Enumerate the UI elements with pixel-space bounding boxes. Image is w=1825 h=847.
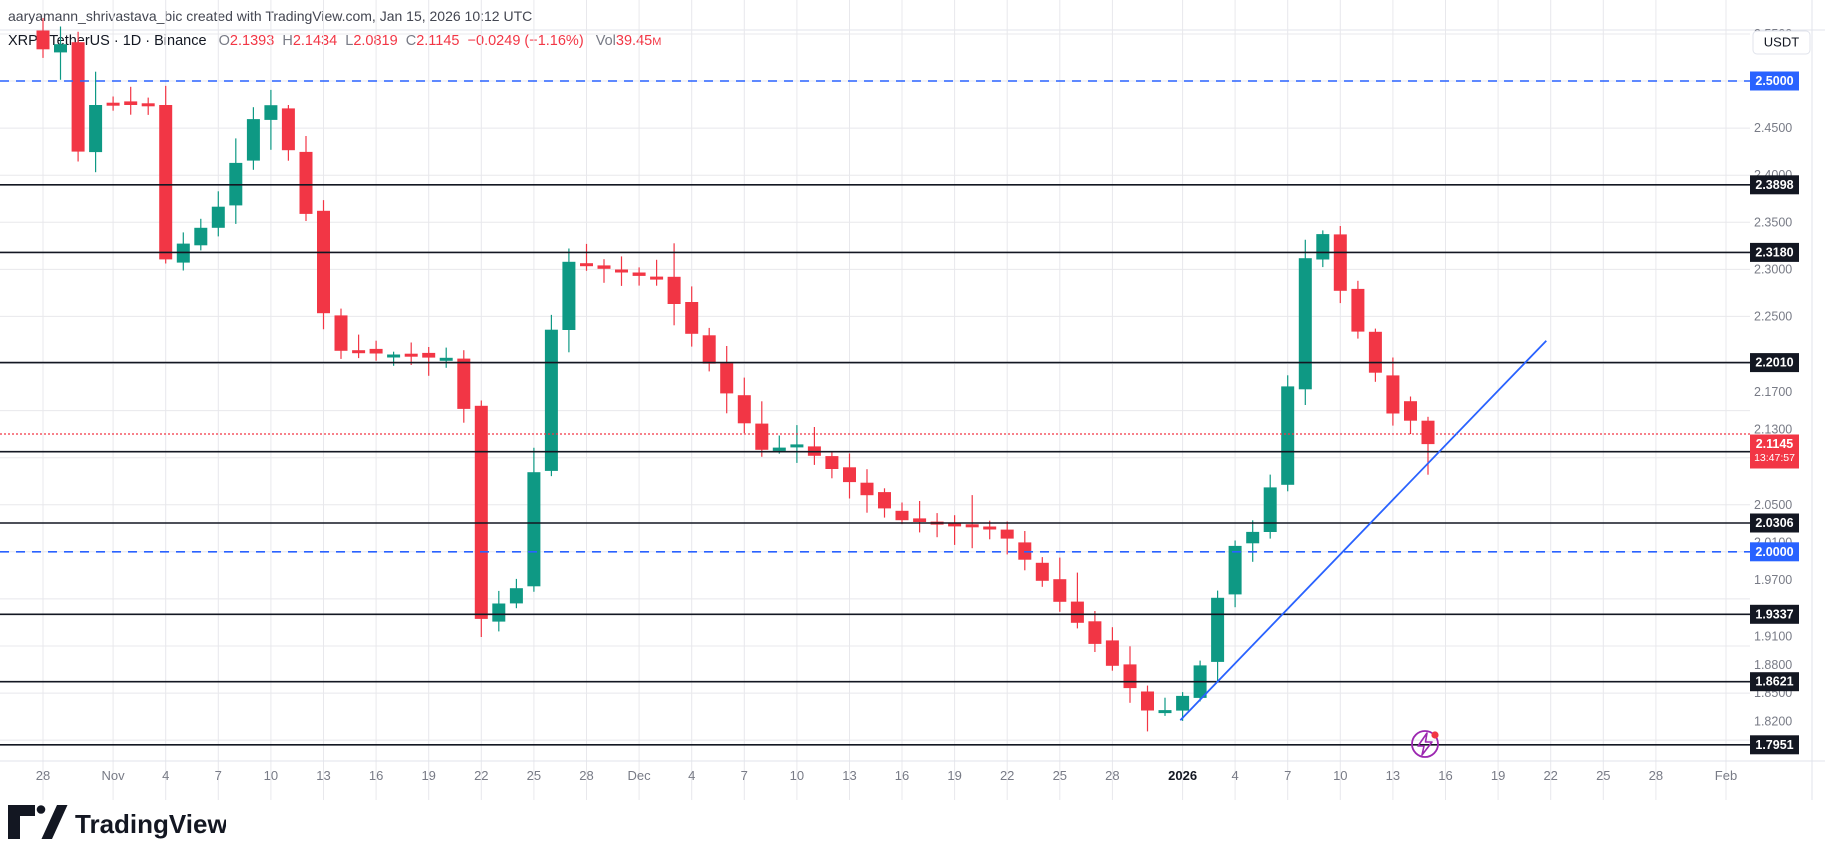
svg-text:2.3500: 2.3500 (1754, 215, 1792, 229)
svg-text:22: 22 (1543, 768, 1557, 783)
svg-text:2.3180: 2.3180 (1755, 245, 1793, 259)
svg-text:1.8800: 1.8800 (1754, 658, 1792, 672)
svg-text:7: 7 (215, 768, 222, 783)
svg-text:2.5000: 2.5000 (1755, 74, 1793, 88)
svg-text:4: 4 (688, 768, 695, 783)
svg-text:25: 25 (1053, 768, 1067, 783)
svg-text:19: 19 (421, 768, 435, 783)
svg-text:10: 10 (264, 768, 278, 783)
svg-text:1.9100: 1.9100 (1754, 630, 1792, 644)
svg-text:2.3898: 2.3898 (1755, 178, 1793, 192)
svg-text:13: 13 (842, 768, 856, 783)
svg-text:1.8621: 1.8621 (1755, 675, 1793, 689)
svg-text:19: 19 (947, 768, 961, 783)
svg-text:22: 22 (474, 768, 488, 783)
svg-text:2.3000: 2.3000 (1754, 262, 1792, 276)
svg-text:4: 4 (162, 768, 169, 783)
svg-text:7: 7 (1284, 768, 1291, 783)
svg-text:1.8200: 1.8200 (1754, 714, 1792, 728)
svg-text:2.0306: 2.0306 (1755, 516, 1793, 530)
svg-text:2.0000: 2.0000 (1755, 545, 1793, 559)
svg-text:1.9337: 1.9337 (1755, 607, 1793, 621)
svg-text:13: 13 (316, 768, 330, 783)
svg-text:Nov: Nov (102, 768, 126, 783)
svg-text:2.2500: 2.2500 (1754, 309, 1792, 323)
svg-text:USDT: USDT (1764, 35, 1799, 50)
svg-text:13:47:57: 13:47:57 (1754, 452, 1795, 464)
svg-text:1.9700: 1.9700 (1754, 573, 1792, 587)
svg-text:13: 13 (1386, 768, 1400, 783)
svg-text:2.1145: 2.1145 (1756, 437, 1794, 451)
svg-text:22: 22 (1000, 768, 1014, 783)
svg-text:25: 25 (527, 768, 541, 783)
svg-text:25: 25 (1596, 768, 1610, 783)
svg-text:2026: 2026 (1168, 768, 1197, 783)
svg-text:10: 10 (790, 768, 804, 783)
svg-text:4: 4 (1231, 768, 1238, 783)
svg-text:16: 16 (1438, 768, 1452, 783)
svg-text:2.2010: 2.2010 (1755, 356, 1793, 370)
svg-text:28: 28 (1105, 768, 1119, 783)
svg-text:19: 19 (1491, 768, 1505, 783)
svg-text:2.1700: 2.1700 (1754, 385, 1792, 399)
svg-text:28: 28 (36, 768, 50, 783)
svg-text:Feb: Feb (1715, 768, 1737, 783)
svg-text:TradingView: TradingView (75, 809, 226, 839)
svg-text:1.7951: 1.7951 (1755, 738, 1793, 752)
svg-text:7: 7 (741, 768, 748, 783)
svg-text:Dec: Dec (628, 768, 652, 783)
svg-text:16: 16 (369, 768, 383, 783)
svg-text:2.0500: 2.0500 (1754, 498, 1792, 512)
svg-text:10: 10 (1333, 768, 1347, 783)
svg-text:28: 28 (579, 768, 593, 783)
svg-text:16: 16 (895, 768, 909, 783)
svg-text:28: 28 (1649, 768, 1663, 783)
svg-text:2.1300: 2.1300 (1754, 422, 1792, 436)
svg-text:2.4500: 2.4500 (1754, 121, 1792, 135)
